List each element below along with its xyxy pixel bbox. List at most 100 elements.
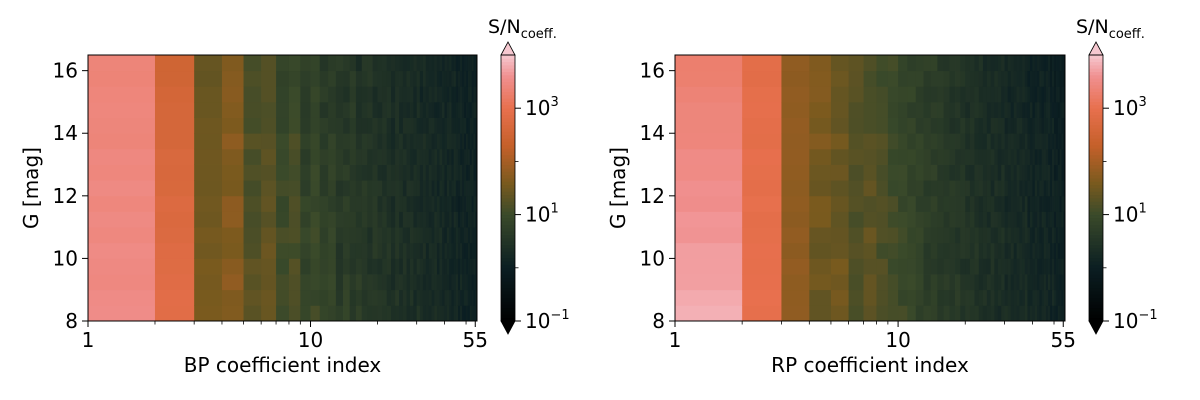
colorbar-segment [1089, 138, 1103, 142]
heatmap-cell [1029, 117, 1033, 134]
heatmap-cell [923, 70, 932, 87]
heatmap-cell [1007, 133, 1012, 150]
heatmap-cell [937, 55, 945, 72]
heatmap-cell [907, 70, 917, 87]
heatmap-cell [1045, 70, 1049, 87]
heatmap-cell [990, 227, 995, 244]
heatmap-cell [930, 55, 938, 72]
heatmap-cell [469, 289, 473, 306]
heatmap-cell [1027, 133, 1031, 150]
heatmap-cell [395, 289, 400, 306]
heatmap-cell [475, 258, 478, 275]
heatmap-cell [1019, 133, 1023, 150]
heatmap-cell [425, 258, 430, 275]
heatmap-cell [453, 289, 457, 306]
heatmap-cell [1029, 305, 1033, 322]
heatmap-cell [413, 70, 418, 87]
heatmap-cell [88, 180, 156, 197]
heatmap-cell [915, 211, 924, 228]
heatmap-cell [473, 133, 476, 150]
heatmap-cell [261, 227, 277, 244]
heatmap-cell [1024, 289, 1028, 306]
heatmap-cell [1016, 305, 1020, 322]
heatmap-cell [300, 101, 311, 118]
heatmap-cell [1022, 242, 1026, 259]
colorbar-segment [1089, 274, 1103, 279]
heatmap-cell [830, 305, 849, 322]
heatmap-cell [907, 305, 917, 322]
heatmap-cell [391, 305, 396, 322]
heatmap-cell [863, 305, 877, 322]
heatmap-cell [457, 227, 461, 244]
heatmap-cell [300, 70, 311, 87]
heatmap-cell [907, 164, 917, 181]
heatmap-cell [261, 195, 277, 212]
heatmap-cell [1048, 133, 1051, 150]
heatmap-cell [428, 289, 432, 306]
heatmap-cell [300, 289, 311, 306]
heatmap-cell [460, 274, 463, 291]
heatmap-cell [781, 148, 810, 165]
heatmap-cell [915, 164, 924, 181]
heatmap-cell [372, 211, 378, 228]
heatmap-cell [436, 195, 440, 212]
heatmap-cell [965, 55, 971, 72]
heatmap-cell [372, 305, 378, 322]
heatmap-cell [997, 55, 1002, 72]
colorbar-frame [1088, 54, 1104, 322]
heatmap-cell [1016, 211, 1020, 228]
heatmap-cell [449, 274, 452, 291]
heatmap-cell [1010, 133, 1015, 150]
heatmap-cell [425, 70, 430, 87]
heatmap-cell [1019, 180, 1023, 197]
heatmap-cell [431, 274, 435, 291]
heatmap-cell [410, 305, 414, 322]
colorbar-segment [1089, 91, 1103, 96]
colorbar-segment [501, 78, 515, 83]
heatmap-cell [469, 180, 473, 197]
heatmap-cell [1024, 258, 1028, 275]
colorbar-segment [1089, 78, 1103, 83]
heatmap-cell [343, 101, 351, 118]
heatmap-cell [425, 180, 430, 197]
heatmap-cell [1061, 70, 1064, 87]
heatmap-cell [466, 55, 469, 72]
heatmap-cell [475, 70, 478, 87]
heatmap-cell [1010, 227, 1015, 244]
heatmap-cell [349, 195, 357, 212]
heatmap-cell [343, 133, 351, 150]
heatmap-cell [1052, 180, 1055, 197]
heatmap-cell [455, 70, 459, 87]
heatmap-cell [460, 289, 463, 306]
heatmap-cell [937, 180, 945, 197]
heatmap-cell [88, 101, 156, 118]
heatmap-cell [276, 148, 290, 165]
heatmap-cell [361, 117, 368, 134]
heatmap-cell [1037, 86, 1040, 103]
heatmap-cell [863, 227, 877, 244]
heatmap-cell [675, 258, 743, 275]
heatmap-cell [457, 242, 461, 259]
heatmap-cell [1048, 305, 1051, 322]
heatmap-cell [386, 101, 392, 118]
heatmap-cell [434, 164, 438, 181]
colorbar-segment [501, 144, 515, 149]
colorbar-segment [1089, 217, 1103, 222]
heatmap-cell [422, 180, 427, 197]
heatmap-cell [1034, 55, 1038, 72]
heatmap-cell [1032, 211, 1036, 228]
heatmap-cell [898, 86, 908, 103]
heatmap-cell [288, 227, 301, 244]
heatmap-cell [402, 289, 407, 306]
heatmap-cell [1034, 258, 1038, 275]
heatmap-cell [742, 133, 782, 150]
heatmap-cell [997, 101, 1002, 118]
heatmap-cell [328, 305, 337, 322]
heatmap-cell [355, 148, 363, 165]
colorbar-segment [501, 128, 515, 132]
heatmap-cell [949, 101, 956, 118]
heatmap-cell [386, 211, 392, 228]
colorbar-segment [501, 161, 515, 166]
heatmap-cell [1034, 164, 1038, 181]
heatmap-cell [434, 274, 438, 291]
